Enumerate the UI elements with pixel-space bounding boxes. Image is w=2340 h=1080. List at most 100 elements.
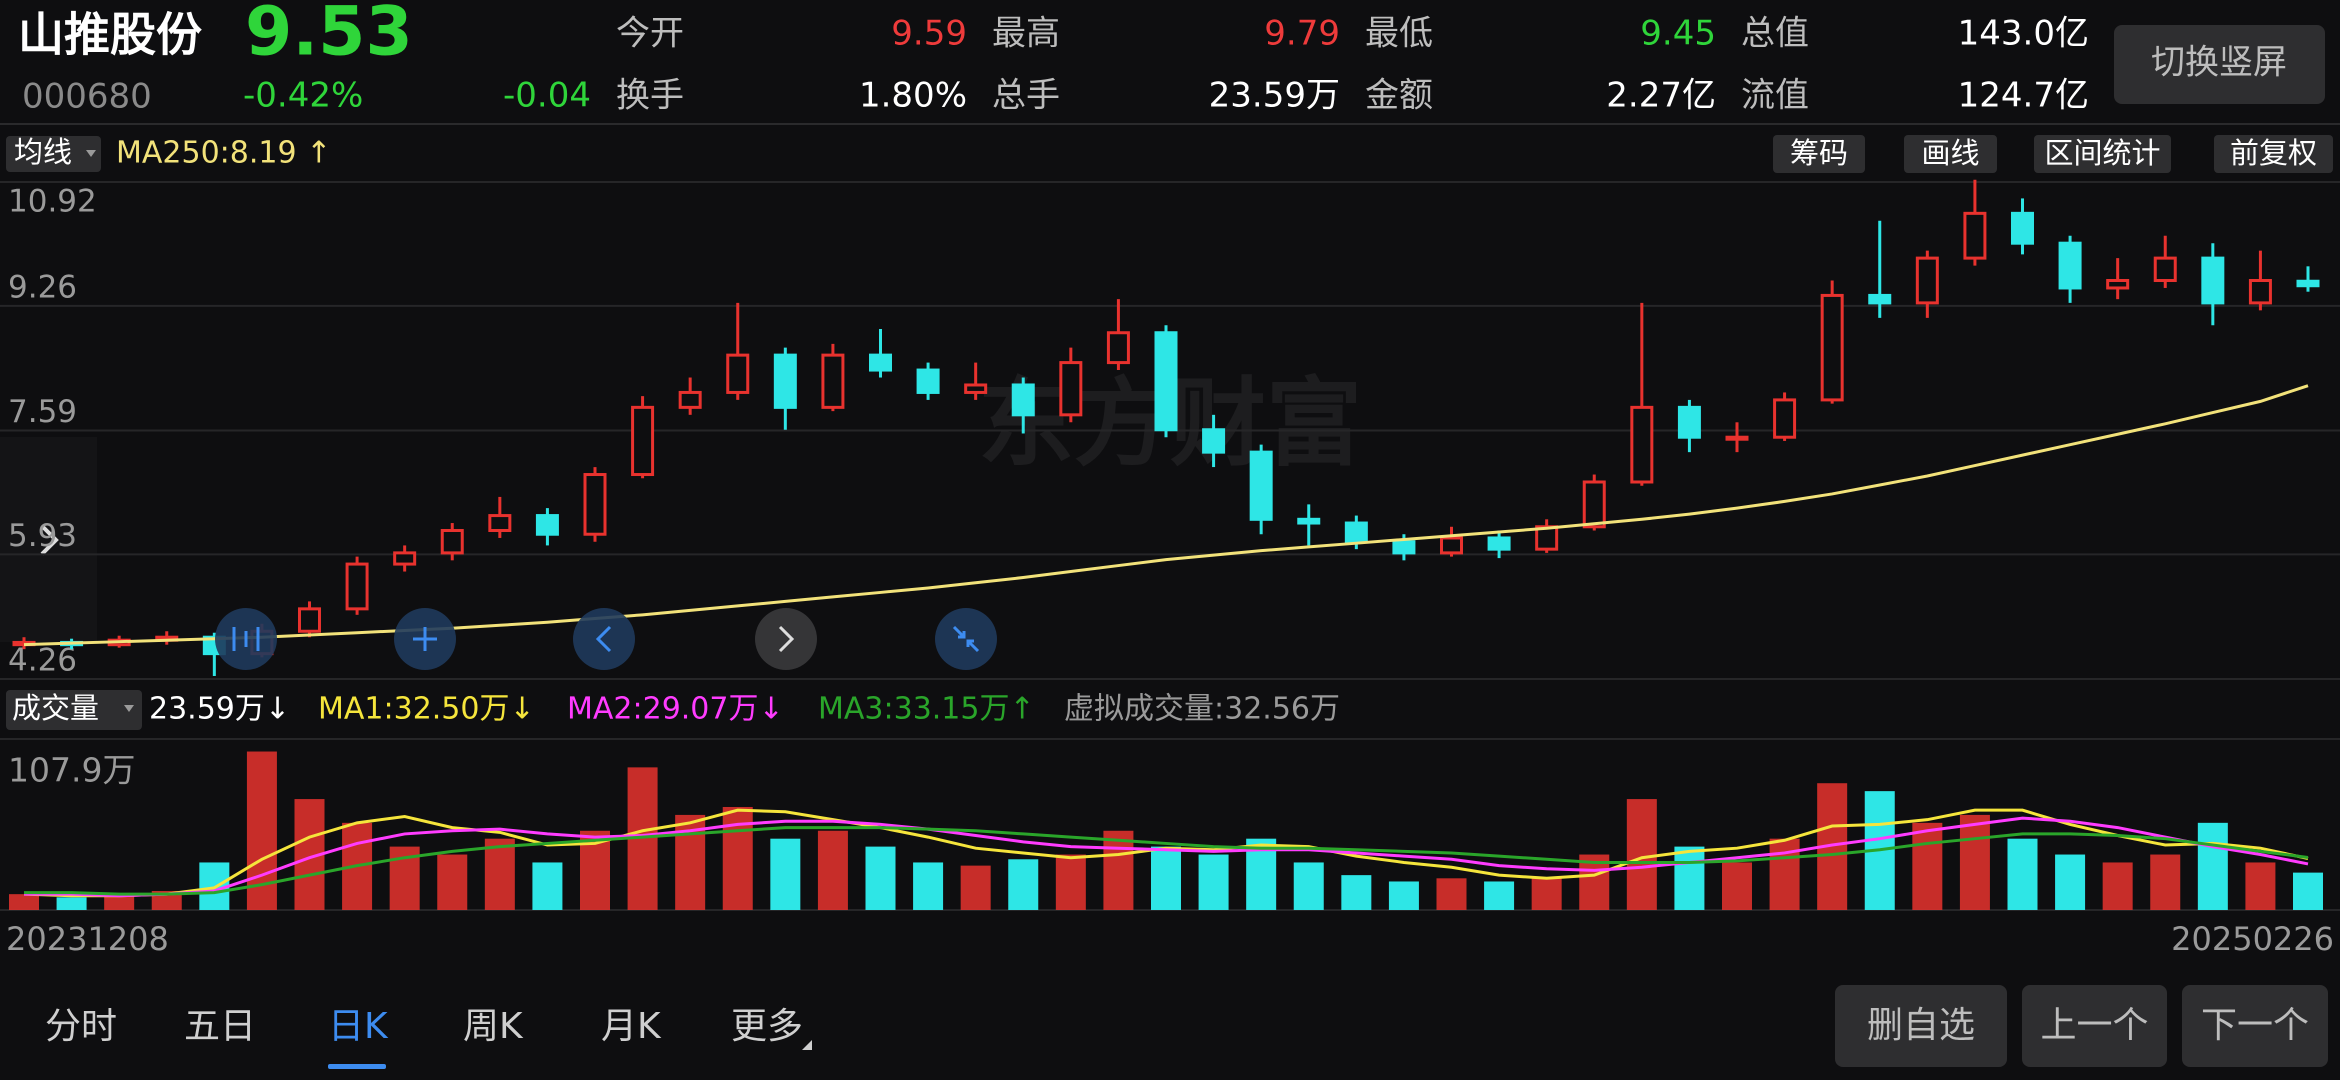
nav-icon[interactable] <box>595 625 612 653</box>
candle-body <box>1963 211 1987 260</box>
dropdown-arrow <box>124 705 134 712</box>
volume-bar <box>1198 854 1229 910</box>
volume-bar <box>484 838 515 910</box>
volume-bar <box>1674 846 1705 910</box>
toolbar-button-label[interactable]: 区间统计 <box>2044 136 2160 170</box>
bottom-button-label[interactable]: 下一个 <box>2201 1005 2309 1046</box>
volume-bar <box>2293 872 2323 910</box>
volume-bar <box>1531 878 1562 910</box>
y-tick-label: 10.92 <box>8 184 97 220</box>
tab[interactable]: 五日 <box>184 1006 256 1047</box>
tab[interactable]: 周K <box>463 1006 524 1047</box>
volume-bar <box>770 838 801 910</box>
tab-underline <box>328 1064 386 1069</box>
volume-bar <box>865 846 896 910</box>
switch-button[interactable] <box>2114 25 2325 104</box>
volume-bar <box>1722 862 1752 910</box>
bottom-button[interactable] <box>2022 985 2167 1067</box>
side-panel-arrow[interactable] <box>40 524 59 556</box>
switch-button-label[interactable]: 切换竖屏 <box>2151 43 2287 83</box>
candle-body <box>2201 256 2225 305</box>
candle-body <box>345 562 369 611</box>
nav-button[interactable] <box>573 608 635 670</box>
toolbar-button-label[interactable]: 前复权 <box>2230 136 2317 170</box>
tab[interactable]: 日K <box>328 1006 389 1047</box>
volume-stat: MA1:32.50万↓ <box>318 692 535 727</box>
field-value: 143.0亿 <box>1958 14 2089 54</box>
field-label: 今开 <box>616 14 684 54</box>
candle-body <box>2248 279 2272 305</box>
candle-body <box>440 528 464 555</box>
toolbar-button[interactable] <box>2034 135 2171 173</box>
candle-body <box>1344 521 1368 544</box>
volume-indicator-label[interactable]: 成交量 <box>12 691 99 725</box>
nav-button[interactable] <box>755 608 817 670</box>
candle-body <box>821 353 845 409</box>
candle-body <box>773 353 797 409</box>
volume-bar <box>817 830 848 910</box>
candle-body <box>1487 536 1511 551</box>
candle-body <box>1249 450 1273 521</box>
candle-body <box>2011 211 2034 245</box>
toolbar-button[interactable] <box>1773 135 1865 173</box>
candle-body <box>298 607 321 633</box>
candle-body <box>1106 331 1130 365</box>
tab[interactable]: 分时 <box>45 1006 117 1047</box>
candle-body <box>1011 383 1035 417</box>
field-label: 总手 <box>992 76 1060 116</box>
volume-bar <box>1436 878 1467 910</box>
volume-stat: MA2:29.07万↓ <box>567 692 784 727</box>
toolbar-button[interactable] <box>2214 135 2333 173</box>
tab[interactable]: 更多 <box>731 1006 803 1047</box>
volume-bar <box>2102 862 2133 910</box>
volume-stat: 虚拟成交量:32.56万 <box>1064 692 1340 727</box>
candle-body <box>488 514 512 532</box>
date-label: 20231208 <box>6 920 169 958</box>
volume-bar <box>1769 838 1800 910</box>
candle-body <box>535 514 559 536</box>
volume-bar <box>56 897 87 910</box>
nav-icon[interactable] <box>232 627 260 651</box>
candle-body <box>393 551 417 566</box>
nav-icon[interactable] <box>778 625 795 653</box>
bottom-button-label[interactable]: 删自选 <box>1867 1005 1975 1046</box>
volume-bar <box>1626 799 1657 910</box>
toolbar-button-label[interactable]: 筹码 <box>1790 136 1848 170</box>
field-label: 金额 <box>1365 76 1433 116</box>
dropdown-arrow <box>86 150 96 157</box>
field-value: 1.80% <box>859 76 967 116</box>
candle-body <box>1202 428 1226 454</box>
bottom-button-label[interactable]: 上一个 <box>2040 1005 2148 1046</box>
more-arrow <box>802 1040 812 1050</box>
volume-bar <box>9 894 39 910</box>
candle-body <box>1440 536 1463 555</box>
toolbar-button-label[interactable]: 画线 <box>1921 136 1979 170</box>
nav-icon[interactable] <box>952 625 980 653</box>
indicator-select[interactable] <box>6 136 101 172</box>
y-tick-label: 7.59 <box>8 394 77 430</box>
change-pct: -0.42% <box>243 76 363 116</box>
volume-indicator-select[interactable] <box>6 690 142 730</box>
volume-bar <box>1912 822 1943 910</box>
candle-body <box>1154 331 1178 432</box>
toolbar-button[interactable] <box>1904 135 1997 173</box>
side-panel[interactable] <box>0 437 97 642</box>
volume-bar <box>532 862 563 910</box>
indicator-label[interactable]: 均线 <box>14 135 72 169</box>
bottom-button[interactable] <box>1835 985 2007 1067</box>
candle-body <box>678 390 702 409</box>
y-tick-label: 4.26 <box>8 643 77 679</box>
candle-body <box>1392 540 1416 555</box>
candle-body <box>1725 435 1749 441</box>
bottom-button[interactable] <box>2182 985 2328 1067</box>
nav-icon[interactable] <box>413 627 437 651</box>
volume-stat: MA3:33.15万↑ <box>818 692 1035 727</box>
candle-body <box>1297 517 1321 525</box>
field-label: 最低 <box>1365 14 1433 54</box>
volume-bar <box>2197 822 2228 910</box>
volume-ma-line <box>23 808 2309 898</box>
volume-bar <box>1341 875 1372 910</box>
stock-code: 000680 <box>22 77 152 117</box>
nav-button[interactable] <box>935 608 997 670</box>
tab[interactable]: 月K <box>601 1006 662 1047</box>
